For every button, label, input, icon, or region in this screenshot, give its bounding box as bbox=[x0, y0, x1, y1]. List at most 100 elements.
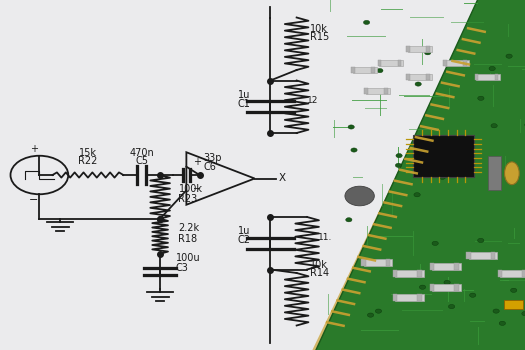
Bar bbox=[406, 46, 410, 52]
Bar bbox=[408, 74, 432, 80]
Bar bbox=[445, 60, 468, 66]
Bar bbox=[432, 284, 461, 290]
Circle shape bbox=[368, 313, 374, 317]
Text: 33p: 33p bbox=[204, 153, 222, 163]
Circle shape bbox=[493, 309, 499, 313]
Bar bbox=[361, 259, 366, 266]
Bar bbox=[414, 135, 474, 177]
Text: +: + bbox=[193, 157, 201, 167]
Circle shape bbox=[375, 309, 382, 313]
Bar bbox=[426, 46, 430, 52]
Bar bbox=[466, 252, 471, 259]
Text: 10k: 10k bbox=[310, 23, 328, 34]
Bar bbox=[364, 88, 368, 94]
Bar bbox=[426, 74, 430, 80]
Bar bbox=[443, 60, 447, 66]
Circle shape bbox=[363, 20, 370, 24]
Circle shape bbox=[444, 280, 450, 285]
Bar bbox=[417, 294, 422, 301]
Circle shape bbox=[348, 125, 354, 129]
Circle shape bbox=[506, 54, 512, 58]
Bar bbox=[379, 60, 403, 66]
Bar bbox=[417, 270, 422, 276]
Bar bbox=[377, 60, 381, 66]
Bar bbox=[408, 46, 432, 52]
Circle shape bbox=[448, 304, 455, 309]
Circle shape bbox=[510, 288, 517, 292]
Bar bbox=[429, 262, 434, 270]
Bar bbox=[463, 60, 467, 66]
Circle shape bbox=[415, 82, 422, 86]
Bar bbox=[351, 67, 355, 73]
Bar bbox=[371, 67, 375, 73]
Text: 1u: 1u bbox=[238, 226, 250, 237]
Bar bbox=[353, 67, 377, 73]
Text: C3: C3 bbox=[176, 262, 189, 273]
Circle shape bbox=[478, 96, 484, 100]
Circle shape bbox=[499, 321, 506, 326]
Bar bbox=[397, 60, 401, 66]
Circle shape bbox=[414, 193, 420, 197]
Polygon shape bbox=[312, 0, 489, 350]
Circle shape bbox=[522, 312, 525, 316]
Text: X: X bbox=[278, 173, 286, 183]
Text: 15k: 15k bbox=[79, 148, 97, 158]
Text: 1u: 1u bbox=[238, 90, 250, 100]
Bar bbox=[395, 270, 424, 276]
Circle shape bbox=[351, 148, 357, 152]
Text: R18: R18 bbox=[178, 233, 197, 244]
Text: 10k: 10k bbox=[310, 260, 328, 270]
Bar bbox=[504, 300, 523, 309]
Bar bbox=[386, 259, 390, 266]
Circle shape bbox=[396, 154, 402, 158]
Circle shape bbox=[478, 238, 484, 243]
Text: R14: R14 bbox=[310, 268, 329, 279]
Text: +: + bbox=[29, 144, 38, 154]
Bar bbox=[491, 252, 495, 259]
Bar bbox=[395, 294, 424, 301]
Bar bbox=[500, 270, 525, 276]
Circle shape bbox=[432, 241, 438, 245]
Text: 11.: 11. bbox=[318, 233, 332, 242]
Circle shape bbox=[462, 149, 468, 153]
Bar bbox=[469, 252, 498, 259]
Circle shape bbox=[395, 163, 402, 167]
Bar bbox=[498, 270, 502, 276]
Bar bbox=[495, 74, 498, 80]
Circle shape bbox=[377, 69, 383, 73]
Circle shape bbox=[419, 285, 426, 289]
Circle shape bbox=[345, 218, 352, 222]
Text: −: − bbox=[193, 184, 201, 194]
Text: C6: C6 bbox=[204, 162, 217, 172]
Circle shape bbox=[345, 186, 374, 206]
Circle shape bbox=[489, 66, 495, 71]
Ellipse shape bbox=[505, 162, 519, 185]
Bar bbox=[393, 270, 397, 276]
Bar bbox=[406, 74, 410, 80]
Circle shape bbox=[469, 293, 476, 297]
Text: 470n: 470n bbox=[129, 148, 154, 158]
Polygon shape bbox=[321, 2, 498, 350]
Text: R15: R15 bbox=[310, 32, 329, 42]
Text: C5: C5 bbox=[135, 156, 148, 166]
Bar bbox=[522, 270, 525, 276]
Bar bbox=[475, 74, 478, 80]
Text: R23: R23 bbox=[178, 194, 198, 204]
Text: −: − bbox=[29, 195, 38, 205]
Text: 2.2k: 2.2k bbox=[178, 223, 200, 233]
Text: C2: C2 bbox=[238, 235, 250, 245]
Text: 100u: 100u bbox=[176, 253, 201, 263]
Bar bbox=[366, 88, 390, 94]
Bar bbox=[488, 156, 501, 190]
Bar bbox=[477, 74, 500, 80]
Bar bbox=[384, 88, 388, 94]
Circle shape bbox=[439, 175, 446, 179]
Bar bbox=[432, 262, 461, 270]
Circle shape bbox=[491, 124, 497, 128]
Polygon shape bbox=[312, 0, 525, 350]
Bar bbox=[454, 284, 458, 290]
Bar bbox=[393, 294, 397, 301]
Circle shape bbox=[425, 51, 431, 55]
Text: R22: R22 bbox=[78, 156, 98, 166]
Circle shape bbox=[445, 142, 452, 146]
